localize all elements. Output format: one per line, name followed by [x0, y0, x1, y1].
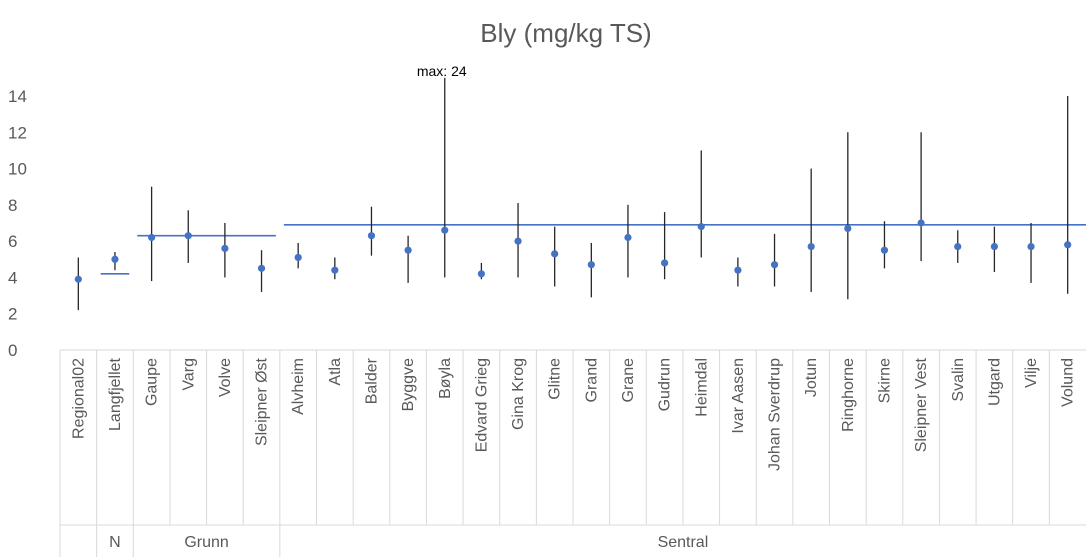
chart-title: Bly (mg/kg TS) — [480, 18, 651, 48]
point-ringhorne — [844, 224, 852, 233]
max-annotation: max: 24 — [417, 63, 467, 79]
point-edvard-grieg — [477, 270, 485, 278]
group-label-sentral: Sentral — [658, 534, 709, 551]
data-points — [74, 219, 1072, 283]
x-tick-label: Byggve — [400, 358, 417, 411]
x-tick-label: Regional02 — [70, 358, 87, 439]
y-tick-label: 12 — [8, 123, 27, 142]
point-gaupe — [148, 233, 156, 242]
point-atla — [331, 266, 339, 274]
axis-lines — [59, 349, 1086, 557]
group-label-n: N — [109, 534, 121, 551]
x-tick-label: Varg — [180, 358, 197, 391]
x-tick-label: Vilje — [1023, 358, 1040, 388]
x-tick-label: Gaupe — [144, 358, 161, 406]
group-labels: N Grunn Sentral — [109, 534, 708, 551]
x-tick-label: Sleipner Øst — [254, 357, 271, 446]
x-tick-label: Sleipner Vest — [913, 357, 930, 452]
y-axis-ticks: 0 2 4 6 8 10 12 14 — [8, 87, 27, 360]
x-tick-label: Utgard — [986, 358, 1003, 406]
point-svalin — [954, 242, 962, 251]
point-volund — [1064, 241, 1072, 249]
point-alvheim — [294, 253, 302, 262]
x-tick-label: Ivar Aasen — [730, 358, 747, 434]
x-tick-label: Balder — [363, 357, 380, 404]
x-tick-label: Grand — [583, 358, 600, 402]
point-grane — [624, 233, 632, 242]
point-skirne — [880, 246, 889, 254]
y-tick-label: 0 — [8, 341, 17, 360]
x-axis-labels: Regional02 Langfjellet Gaupe Varg Volve Sleip… — [70, 357, 1076, 471]
x-tick-label: Heimdal — [693, 358, 710, 417]
point-byggve — [404, 246, 412, 254]
point-regional02 — [74, 275, 82, 283]
x-tick-label: Glitne — [547, 358, 564, 400]
point-gudrun — [661, 259, 669, 267]
range-bars — [77, 77, 1069, 311]
point-boyla — [441, 226, 449, 234]
x-tick-label: Atla — [327, 358, 344, 386]
x-tick-label: Bøyla — [437, 358, 454, 399]
point-grand — [587, 261, 595, 269]
point-jotun — [807, 242, 815, 251]
point-ivar-aasen — [734, 266, 742, 274]
annotations: max: 24 — [417, 63, 467, 79]
x-tick-label: Grane — [620, 358, 637, 403]
x-tick-label: Volund — [1060, 358, 1077, 407]
point-sleipner-vest — [917, 219, 925, 227]
point-vilje — [1027, 242, 1035, 251]
group-mean-lines — [100, 224, 1086, 275]
y-tick-label: 2 — [8, 305, 17, 324]
x-tick-label: Skirne — [876, 358, 893, 403]
x-tick-label: Svalin — [950, 358, 967, 402]
group-label-grunn: Grunn — [184, 534, 228, 551]
y-tick-label: 14 — [8, 87, 27, 106]
point-gina-krog — [514, 237, 522, 245]
point-varg — [184, 232, 192, 240]
y-tick-label: 8 — [8, 196, 17, 215]
x-tick-label: Alvheim — [290, 358, 307, 415]
point-sleipner-ost — [257, 264, 266, 272]
x-tick-label: Johan Sverdrup — [767, 358, 784, 471]
x-tick-label: Gudrun — [657, 358, 674, 411]
point-johan-sverdrup — [770, 261, 779, 269]
x-tick-label: Langfjellet — [107, 357, 124, 431]
y-tick-label: 10 — [8, 160, 27, 179]
point-balder — [367, 232, 376, 240]
point-volve — [221, 244, 229, 252]
point-utgard — [990, 242, 998, 251]
point-heimdal — [697, 223, 705, 231]
x-tick-label: Edvard Grieg — [473, 358, 490, 452]
y-tick-label: 4 — [8, 268, 17, 287]
y-tick-label: 6 — [8, 232, 17, 251]
point-glitne — [551, 250, 559, 258]
point-langfjellet — [111, 255, 119, 263]
x-tick-label: Jotun — [803, 358, 820, 397]
x-tick-label: Ringhorne — [840, 358, 857, 432]
x-tick-label: Volve — [217, 358, 234, 397]
x-tick-label: Gina Krog — [510, 358, 527, 430]
